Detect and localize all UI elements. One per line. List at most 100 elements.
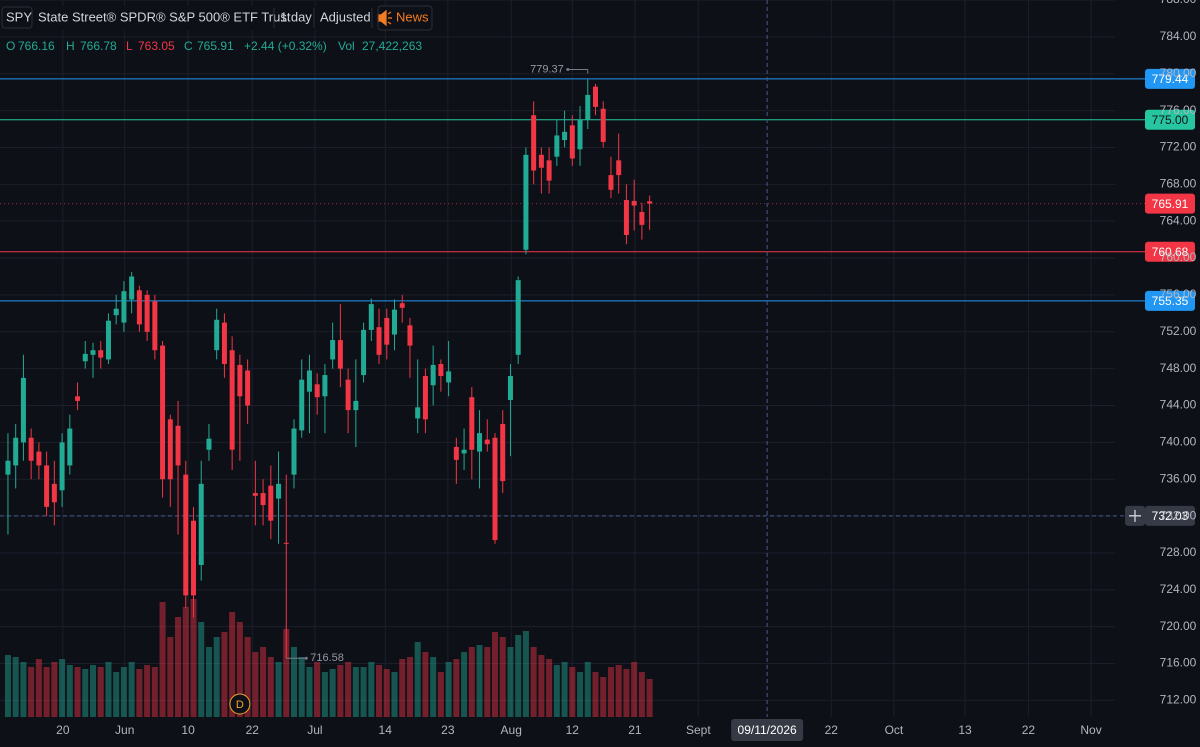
volume-bar — [406, 657, 413, 717]
candle-body — [569, 125, 575, 159]
candle-body — [75, 396, 81, 401]
volume-bar — [90, 665, 97, 717]
volume-bar — [569, 667, 576, 717]
news[interactable]: News — [396, 9, 429, 24]
x-tick-label: Jun — [115, 723, 134, 737]
legend-open: 766.16 — [18, 39, 55, 53]
candle-body — [129, 276, 135, 300]
volume-bar — [476, 645, 483, 717]
volume-bar — [345, 662, 352, 717]
symbol-box[interactable] — [1, 6, 33, 29]
symbol[interactable]: SPY — [6, 9, 32, 24]
candle-body — [337, 340, 343, 369]
x-tick-label: 14 — [379, 723, 393, 737]
candle-body — [484, 439, 490, 445]
y-tick-label: 716.00 — [1160, 656, 1197, 670]
volume-bar — [105, 662, 112, 717]
candle-body — [175, 425, 181, 466]
volume-bar — [615, 665, 622, 717]
x-tick-label: Sept — [686, 723, 711, 737]
x-tick-label: 13 — [958, 723, 972, 737]
legend-o: O — [6, 39, 15, 53]
candle-body — [368, 304, 374, 330]
candle-body — [206, 438, 212, 450]
event-marker[interactable] — [229, 693, 251, 715]
candle-body — [353, 400, 359, 411]
volume-bar — [414, 642, 421, 717]
candle-body — [507, 376, 513, 400]
volume-bar — [592, 672, 599, 717]
candle-body — [500, 423, 506, 482]
volume-bar — [136, 669, 143, 717]
volume-bar — [298, 657, 305, 717]
y-tick-label: 768.00 — [1160, 176, 1197, 190]
x-tick-label: Nov — [1080, 723, 1101, 737]
price-line-label-box — [1145, 241, 1195, 262]
candle-body — [245, 370, 251, 406]
high-marker-label: 779.37 — [530, 63, 564, 75]
volume-bar — [12, 657, 19, 717]
candle-body — [51, 483, 57, 503]
volume-bar — [461, 652, 468, 717]
candle-body — [430, 364, 436, 386]
last-price-label: 765.91 — [1152, 197, 1189, 211]
candle-body — [446, 371, 452, 383]
candle-body — [183, 474, 189, 596]
legend-volume: 27,422,263 — [362, 39, 422, 53]
news-icon[interactable] — [377, 9, 392, 27]
volume-bar — [515, 635, 522, 717]
volume-bar — [205, 647, 212, 717]
volume-bar — [530, 647, 537, 717]
adjustment[interactable]: Adjusted — [320, 9, 371, 24]
x-tick-label: 22 — [825, 723, 839, 737]
candle-body — [477, 433, 483, 452]
volume-bar — [229, 612, 236, 717]
volume-bar — [631, 662, 638, 717]
candle-body — [13, 437, 19, 466]
candle-body — [639, 211, 645, 225]
volume-bar — [360, 667, 367, 717]
candle-body — [391, 309, 397, 335]
volume-bar — [190, 599, 197, 717]
price-line-label-box — [1145, 68, 1195, 89]
price-line-label: 755.35 — [1152, 294, 1189, 308]
y-tick-label: 748.00 — [1160, 361, 1197, 375]
y-tick-label: 740.00 — [1160, 435, 1197, 449]
volume-bar — [499, 637, 506, 717]
price-line-label: 775.00 — [1152, 113, 1189, 127]
candle-body — [399, 303, 405, 308]
volume-bar — [244, 637, 251, 717]
y-tick-label: 788.00 — [1160, 0, 1197, 6]
interval[interactable]: 1 day — [280, 9, 312, 24]
volume-bar — [546, 659, 553, 717]
y-tick-label: 772.00 — [1160, 140, 1197, 154]
candle-body — [376, 327, 382, 355]
volume-bar — [314, 662, 321, 717]
y-tick-label: 744.00 — [1160, 398, 1197, 412]
volume-bar — [59, 659, 66, 717]
candle-body — [291, 428, 297, 475]
volume-bar — [213, 637, 220, 717]
candle-body — [121, 291, 127, 323]
candle-body — [577, 119, 583, 150]
volume-bar — [151, 667, 158, 717]
legend-close: 765.91 — [197, 39, 234, 53]
volume-bar — [321, 672, 328, 717]
volume-bar — [468, 647, 475, 717]
legend-l: L — [126, 39, 133, 53]
candle-body — [98, 350, 104, 358]
volume-bar — [198, 622, 205, 717]
candle-body — [229, 350, 235, 450]
candle-body — [260, 493, 266, 506]
ohlc-legend: O 766.16 H 766.78 L 763.05 C 765.91 +2.4… — [6, 39, 422, 53]
x-tick-label: 22 — [1022, 723, 1036, 737]
price-line-label: 779.44 — [1152, 72, 1189, 86]
volume-bar — [484, 647, 491, 717]
y-tick-label: 728.00 — [1160, 545, 1197, 559]
candle-body — [82, 353, 88, 362]
candle-body — [20, 377, 26, 443]
volume-bar — [175, 617, 182, 717]
candle-body — [531, 115, 537, 171]
candle-body — [5, 460, 11, 475]
